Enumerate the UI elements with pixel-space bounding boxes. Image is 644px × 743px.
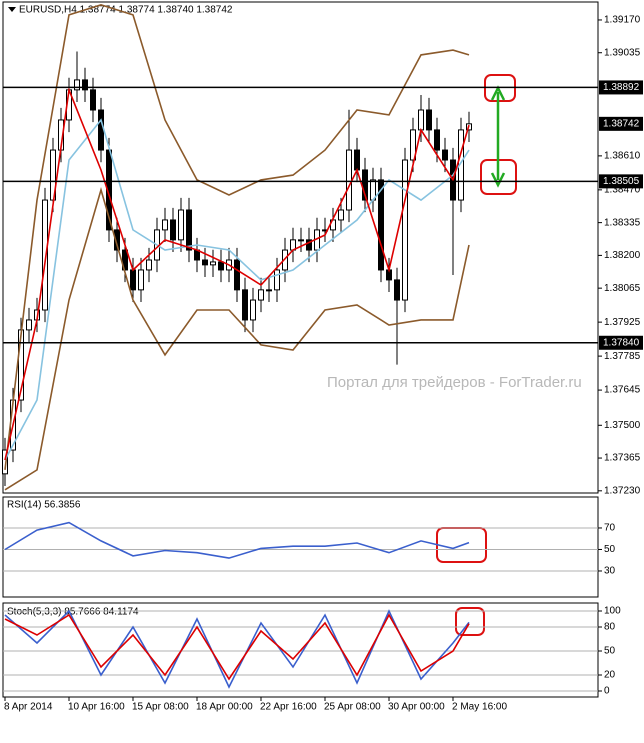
price-label: 1.38742 xyxy=(603,118,640,129)
candle-body xyxy=(178,209,184,241)
candle-body xyxy=(114,229,120,251)
candle-body xyxy=(186,209,192,251)
candle-body xyxy=(346,149,352,211)
indicator-line xyxy=(4,86,470,461)
candle-body xyxy=(426,109,432,131)
candle-body xyxy=(378,179,384,271)
x-tick-label: 15 Apr 08:00 xyxy=(132,702,189,713)
y-tick-label: 1.39170 xyxy=(604,15,641,26)
y-tick-label: 50 xyxy=(604,646,616,657)
candle-body xyxy=(82,79,88,91)
x-tick-label: 25 Apr 08:00 xyxy=(324,702,381,713)
candle-body xyxy=(394,279,400,301)
candle-body xyxy=(442,149,448,161)
candle-body xyxy=(402,159,408,301)
candle-body xyxy=(338,209,344,221)
rsi-title: RSI(14) 56.3856 xyxy=(7,500,81,511)
watermark: Портал для трейдеров - ForTrader.ru xyxy=(327,374,582,391)
candle-body xyxy=(90,89,96,111)
candle-body xyxy=(98,109,104,151)
candle-body xyxy=(242,289,248,321)
candle-body xyxy=(250,299,256,321)
indicator-line xyxy=(4,521,470,559)
candle-body xyxy=(410,129,416,161)
y-tick-label: 30 xyxy=(604,566,616,577)
candle-body xyxy=(354,149,360,171)
candle-body xyxy=(282,249,288,271)
candle-body xyxy=(42,199,48,311)
indicator-line xyxy=(4,613,470,681)
candle-body xyxy=(218,261,224,271)
candle-body xyxy=(202,259,208,266)
candle-body xyxy=(138,269,144,291)
level-label: 1.37840 xyxy=(603,337,640,348)
y-tick-label: 1.39035 xyxy=(604,47,641,58)
x-tick-label: 30 Apr 00:00 xyxy=(388,702,445,713)
x-tick-label: 18 Apr 00:00 xyxy=(196,702,253,713)
level-label-box xyxy=(599,335,643,350)
candle-body xyxy=(210,261,216,266)
candle-body xyxy=(298,239,304,242)
dropdown-icon xyxy=(8,7,16,12)
x-tick-label: 22 Apr 16:00 xyxy=(260,702,317,713)
candle-body xyxy=(306,239,312,251)
stoch-title: Stoch(5,3,3) 85.7666 84.1174 xyxy=(7,607,139,618)
candle-body xyxy=(26,319,32,331)
candle-body xyxy=(458,129,464,201)
level-label: 1.38505 xyxy=(603,176,640,187)
level-label-box xyxy=(599,80,643,95)
chart-title: EURUSD,H4 1.38774 1.38774 1.38740 1.3874… xyxy=(19,5,233,16)
y-tick-label: 1.37365 xyxy=(604,453,641,464)
candle-body xyxy=(2,449,8,475)
indicator-line xyxy=(4,187,470,491)
y-tick-label: 100 xyxy=(604,606,621,617)
y-tick-label: 1.38610 xyxy=(604,151,641,162)
y-tick-label: 1.37925 xyxy=(604,317,641,328)
y-tick-label: 1.37230 xyxy=(604,485,641,496)
indicator-line xyxy=(4,4,470,470)
candle-body xyxy=(266,289,272,292)
y-tick-label: 1.38335 xyxy=(604,217,641,228)
candle-body xyxy=(162,219,168,231)
y-tick-label: 70 xyxy=(604,523,616,534)
x-tick-label: 2 May 16:00 xyxy=(452,702,507,713)
candle-body xyxy=(170,219,176,241)
candle-body xyxy=(146,259,152,271)
price-label-box xyxy=(599,116,643,131)
candle-body xyxy=(258,289,264,301)
highlight-box xyxy=(455,607,485,636)
candle-body xyxy=(130,269,136,291)
y-tick-label: 50 xyxy=(604,544,616,555)
candle-body xyxy=(434,129,440,151)
y-tick-label: 20 xyxy=(604,670,616,681)
y-tick-label: 1.37785 xyxy=(604,351,641,362)
candle-body xyxy=(274,269,280,291)
level-label-box xyxy=(599,174,643,189)
y-tick-label: 1.38470 xyxy=(604,184,641,195)
y-tick-label: 1.38200 xyxy=(604,250,641,261)
indicator-line xyxy=(4,118,470,461)
level-label: 1.38892 xyxy=(603,82,640,93)
candle-body xyxy=(234,259,240,291)
y-tick-label: 1.37500 xyxy=(604,420,641,431)
candle-body xyxy=(74,79,80,91)
y-tick-label: 1.38065 xyxy=(604,283,641,294)
y-tick-label: 1.37645 xyxy=(604,385,641,396)
y-tick-label: 0 xyxy=(604,686,610,697)
x-tick-label: 8 Apr 2014 xyxy=(4,702,53,713)
y-tick-label: 80 xyxy=(604,622,616,633)
candle-body xyxy=(418,109,424,131)
x-tick-label: 10 Apr 16:00 xyxy=(68,702,125,713)
